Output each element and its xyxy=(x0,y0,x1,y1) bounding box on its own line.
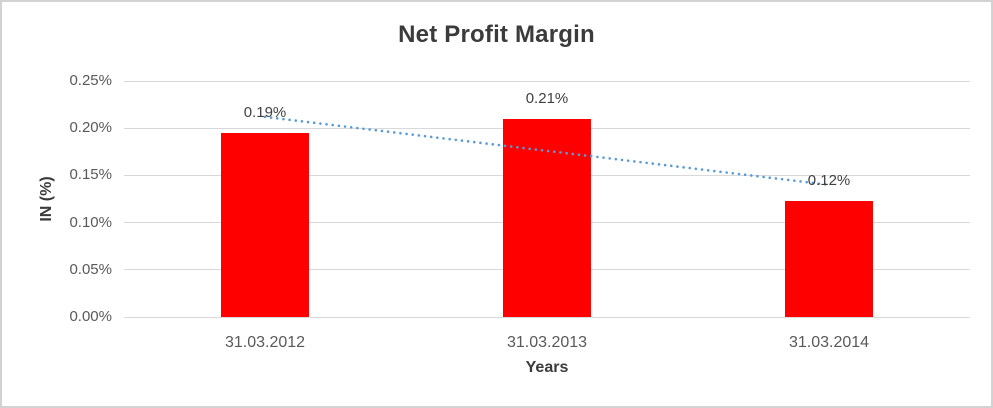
bar xyxy=(503,118,591,317)
gridline xyxy=(124,316,970,318)
y-tick-label: 0.15% xyxy=(69,166,112,184)
x-category-label: 31.03.2014 xyxy=(788,334,870,351)
bar xyxy=(785,200,873,317)
trendline xyxy=(263,115,831,187)
bar xyxy=(221,132,309,317)
y-tick-label: 0.20% xyxy=(69,119,112,137)
gridline xyxy=(124,80,970,82)
plot-area: 0.00% 0.05% 0.10% 0.15% 0.20% 0.25% 0.19% 31.03… xyxy=(69,72,970,351)
trendline-svg xyxy=(263,115,831,187)
y-tick-label: 0.05% xyxy=(69,260,112,278)
y-tick-label: 0.10% xyxy=(69,213,112,231)
bar-value-label: 0.19% xyxy=(243,103,287,121)
x-axis-title: Years xyxy=(525,359,569,376)
y-tick-label: 0.25% xyxy=(69,72,112,89)
bar-value-label: 0.12% xyxy=(807,171,851,189)
y-axis-title: IN (%) xyxy=(38,176,55,222)
bar-value-label: 0.21% xyxy=(525,89,569,107)
x-category-label: 31.03.2013 xyxy=(506,334,588,351)
y-tick-label: 0.00% xyxy=(69,308,112,325)
chart-title: Net Profit Margin xyxy=(398,21,595,48)
x-category-label: 31.03.2012 xyxy=(224,334,306,351)
